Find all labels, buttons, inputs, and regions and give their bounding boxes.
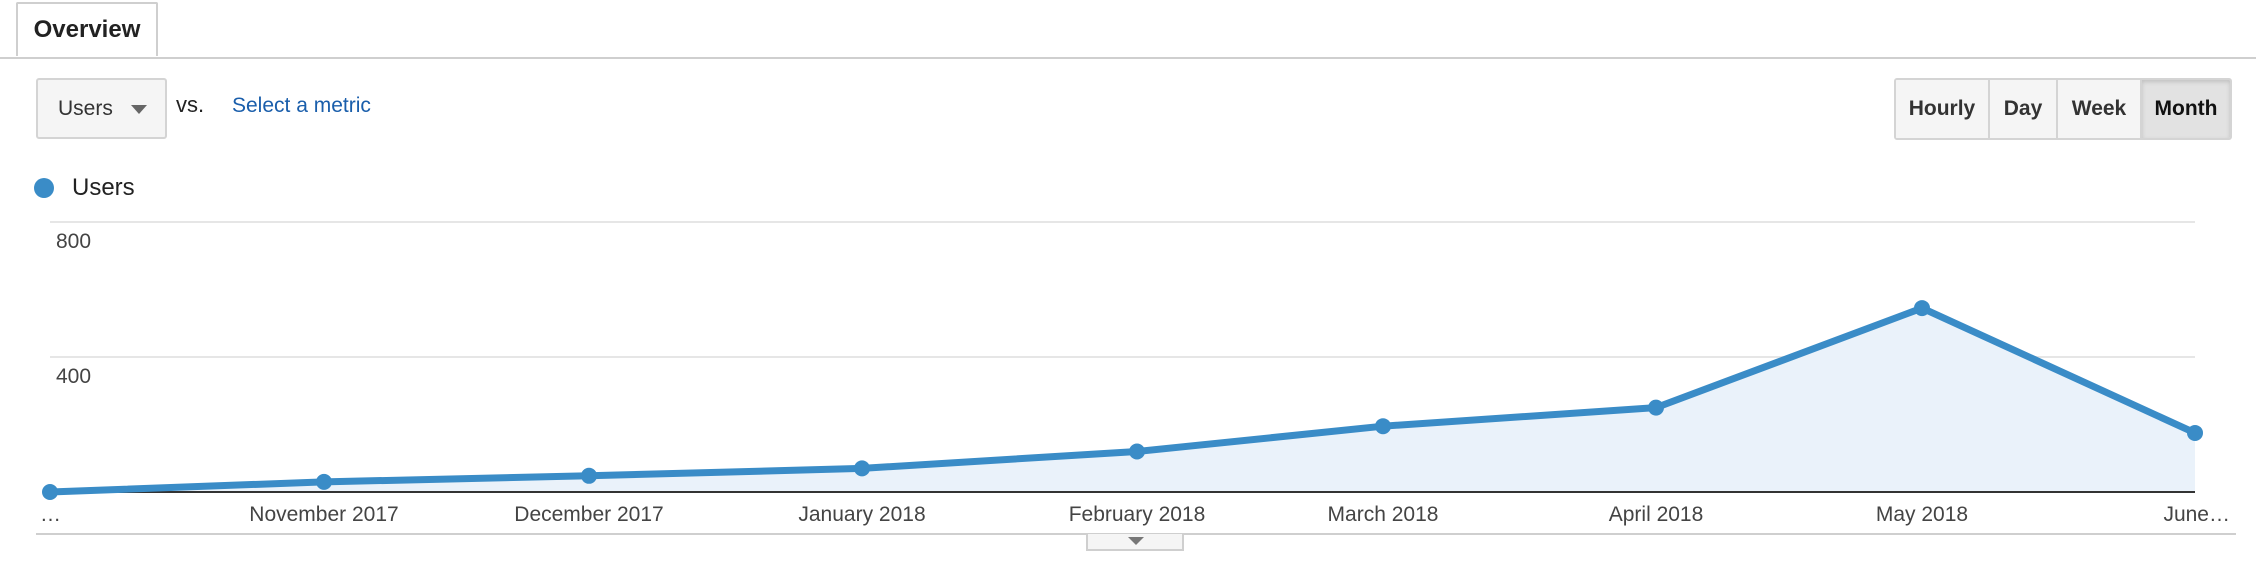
tab-bar: Overview <box>0 0 2256 59</box>
data-point-6 <box>1648 399 1664 416</box>
period-month-button[interactable]: Month <box>2142 80 2230 138</box>
chevron-down-icon <box>131 105 147 114</box>
vs-label: vs. <box>176 92 205 117</box>
metric-select[interactable]: Users <box>36 78 167 139</box>
data-point-8 <box>2187 424 2203 441</box>
expand-chart-toggle[interactable] <box>1086 534 1184 551</box>
legend-label-users: Users <box>72 174 135 201</box>
data-point-1 <box>316 473 332 490</box>
period-day-button[interactable]: Day <box>1990 80 2058 138</box>
x-tick-label-5: March 2018 <box>1328 503 1439 526</box>
metric-select-value: Users <box>58 96 113 120</box>
period-week-button[interactable]: Week <box>2058 80 2142 138</box>
y-tick-label-800: 800 <box>56 230 91 253</box>
series-area-users <box>50 308 2195 492</box>
x-tick-label-7: May 2018 <box>1876 503 1968 526</box>
y-tick-label-400: 400 <box>56 365 91 388</box>
select-metric-link[interactable]: Select a metric <box>232 94 371 117</box>
data-point-2 <box>581 467 597 484</box>
legend-marker <box>34 178 54 198</box>
data-point-7 <box>1914 300 1930 317</box>
x-tick-label-2: December 2017 <box>514 503 663 526</box>
chart-legend: Users <box>34 174 135 202</box>
x-tick-label-3: January 2018 <box>798 503 925 526</box>
period-hourly-button[interactable]: Hourly <box>1896 80 1990 138</box>
data-point-0 <box>42 484 58 500</box>
x-tick-label-1: November 2017 <box>249 503 398 526</box>
data-point-3 <box>854 460 870 477</box>
caret-down-icon <box>1128 537 1144 545</box>
x-tick-label-8: June… <box>2163 503 2230 526</box>
x-tick-label-4: February 2018 <box>1069 503 1206 526</box>
x-tick-label-0: … <box>40 503 61 526</box>
data-point-5 <box>1375 418 1391 435</box>
x-tick-label-6: April 2018 <box>1609 503 1704 526</box>
period-toggle: Hourly Day Week Month <box>1894 78 2232 140</box>
tab-overview[interactable]: Overview <box>16 2 158 56</box>
data-point-4 <box>1129 443 1145 460</box>
